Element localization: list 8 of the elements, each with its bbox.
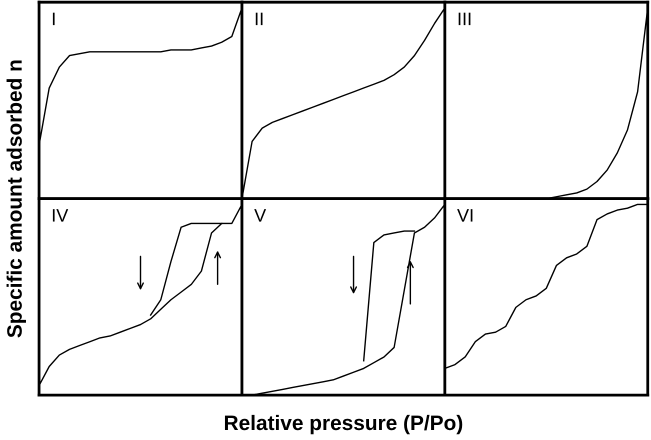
annotation: IV [52, 209, 68, 222]
x-axis-title: Relative pressure (P/Po) [224, 414, 462, 434]
annotation: VI [457, 209, 472, 222]
annotation: II [256, 12, 262, 26]
annotation: III [458, 12, 470, 26]
annotation: I [52, 12, 55, 26]
y-axis-title: Specific amount adsorbed n [6, 60, 26, 338]
annotation: V [254, 209, 266, 222]
